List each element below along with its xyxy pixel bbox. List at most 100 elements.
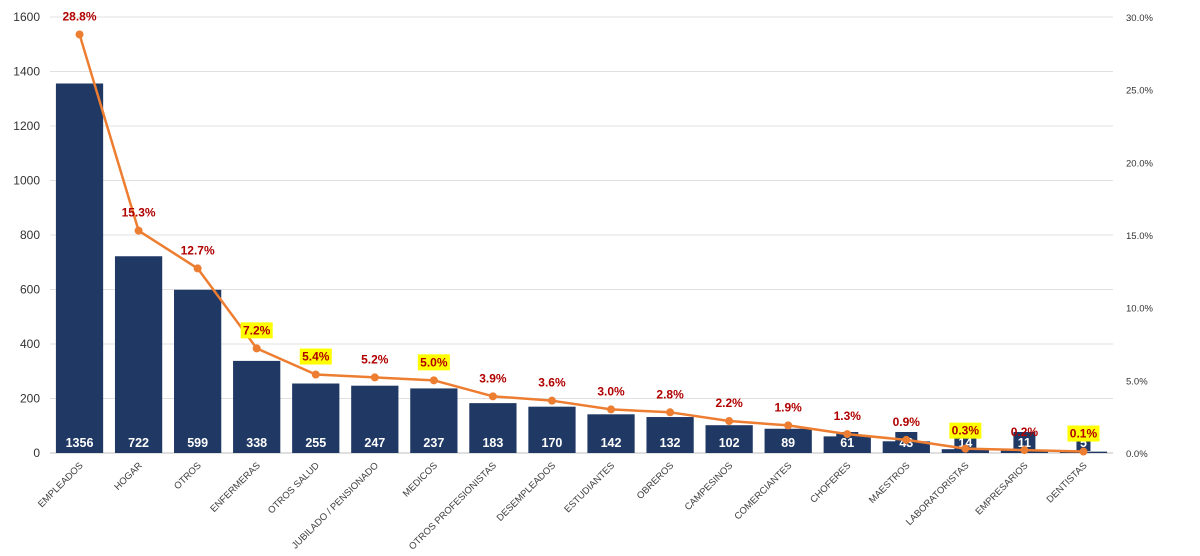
percent-label: 5.4% (302, 350, 330, 364)
bar (233, 360, 281, 453)
percent-label: 1.9% (775, 400, 803, 414)
category-label: CHOFERES (808, 460, 853, 505)
line-point (488, 392, 497, 401)
category-label: COMERCIANTES (732, 460, 794, 522)
category-label: ENFERMERAS (208, 460, 262, 514)
line-point (784, 421, 793, 430)
percent-label-highlight (1067, 425, 1100, 442)
bar-value-label: 237 (423, 436, 444, 450)
category-label: HOGAR (112, 460, 145, 493)
y2-tick-label: 0.0% (1126, 449, 1148, 460)
category-label: EMPRESARIOS (973, 460, 1030, 517)
category-label: LABORATORISTAS (904, 460, 972, 528)
bar-label-bg (1013, 432, 1036, 451)
y-tick-label: 0 (33, 446, 40, 460)
bar-value-label: 61 (840, 436, 854, 450)
line-point (902, 435, 911, 444)
line-point (843, 430, 852, 439)
bar-value-label: 142 (601, 436, 622, 450)
bar-value-label: 247 (364, 436, 385, 450)
category-label: OTROS SALUD (266, 460, 322, 516)
category-label: OBREROS (635, 460, 676, 501)
y-tick-label: 800 (20, 228, 40, 242)
bar (410, 388, 458, 453)
y-axis-right: 0.0% 5.0% 10.0% 15.0% 20.0% 25.0% 30.0% (1126, 13, 1153, 460)
category-label: MEDICOS (401, 460, 440, 499)
line-point (725, 417, 734, 426)
y2-tick-label: 5.0% (1126, 376, 1148, 387)
category-label: DESEMPLEADOS (495, 460, 558, 523)
percent-label: 2.2% (715, 396, 743, 410)
percent-label-highlight (949, 422, 982, 439)
y2-tick-label: 10.0% (1126, 304, 1153, 315)
percent-label-highlight (240, 322, 273, 339)
category-label: DENTISTAS (1045, 460, 1090, 505)
bar (114, 256, 163, 453)
y2-tick-label: 30.0% (1126, 13, 1153, 24)
line-point (370, 373, 379, 382)
bar-series (55, 83, 1108, 454)
y2-tick-label: 20.0% (1126, 158, 1153, 169)
percent-labels: 28.8% 15.3% 12.7% 7.2% 5.4% 5.2% 5.0% 3.9% 3.6% 3… (63, 9, 1100, 442)
percent-label: 12.7% (181, 243, 215, 257)
bar-value-label: 5 (1080, 436, 1087, 450)
y-tick-label: 600 (20, 283, 40, 297)
bar-value-labels: 1356 722 599 338 255 247 237 183 170 142 132 102 89 6… (66, 432, 1091, 451)
line-point (75, 30, 84, 39)
percent-label: 3.6% (538, 376, 566, 390)
bar (292, 383, 340, 453)
line-point (607, 405, 616, 414)
y-tick-label: 400 (20, 337, 40, 351)
y2-tick-label: 15.0% (1126, 231, 1153, 242)
bar-value-label: 170 (542, 436, 563, 450)
line-point (134, 226, 143, 235)
line-point (961, 444, 970, 453)
percent-line-series (75, 30, 1088, 456)
line-point (547, 396, 556, 405)
bar-value-label: 183 (482, 436, 503, 450)
y-tick-label: 1200 (13, 119, 40, 133)
percent-label: 28.8% (63, 9, 97, 23)
line-point (666, 408, 675, 417)
category-label: MAESTROS (867, 460, 912, 505)
gridlines (50, 16, 1113, 454)
bar (469, 403, 517, 453)
bar (55, 83, 104, 454)
bar-value-label: 132 (660, 436, 681, 450)
line-point (429, 376, 438, 385)
y-axis-left: 0 200 400 600 800 1000 1200 1400 1600 (13, 10, 40, 460)
category-label: EMPLEADOS (36, 460, 86, 510)
percent-label: 0.1% (1070, 427, 1098, 441)
bar (646, 417, 694, 453)
percent-label: 5.0% (420, 355, 448, 369)
line-point (311, 370, 320, 379)
bar (174, 289, 222, 453)
percent-label: 5.2% (361, 352, 389, 366)
percent-label: 0.3% (952, 424, 980, 438)
y2-tick-label: 25.0% (1126, 86, 1153, 97)
bar-label-bg (836, 432, 859, 451)
x-axis: EMPLEADOS HOGAR OTROS ENFERMERAS OTROS SALUD… (36, 460, 1090, 552)
line-point (1020, 446, 1029, 455)
bar-value-label: 255 (305, 436, 326, 450)
y-tick-label: 1600 (13, 10, 40, 24)
percent-label: 7.2% (243, 323, 271, 337)
percent-label: 15.3% (122, 206, 156, 220)
bar (528, 406, 576, 453)
category-label: CAMPESINOS (683, 460, 736, 513)
percent-label: 2.8% (656, 387, 684, 401)
category-label: ESTUDIANTES (562, 460, 617, 515)
bar (764, 428, 812, 453)
bar (587, 414, 635, 453)
percent-line (78, 34, 1084, 453)
percent-label: 3.0% (597, 384, 625, 398)
percent-label: 0.2% (1011, 425, 1039, 439)
percent-label-highlight (417, 354, 450, 371)
y-tick-label: 1400 (13, 65, 40, 79)
line-point (252, 344, 261, 353)
percent-label: 3.9% (479, 371, 507, 385)
percent-label-highlight (299, 348, 332, 365)
percent-label: 1.3% (834, 409, 862, 423)
y-tick-label: 200 (20, 392, 40, 406)
